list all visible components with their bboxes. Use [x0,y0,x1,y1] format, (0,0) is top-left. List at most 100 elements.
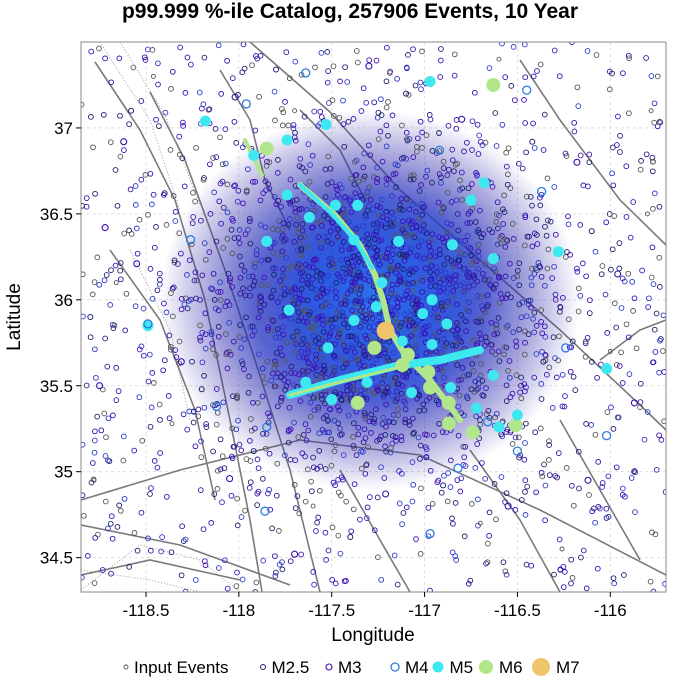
event-dot [485,407,492,414]
event-dot [254,502,261,508]
event-dot [389,392,395,399]
event-dot [449,146,456,153]
event-dot [325,273,331,279]
event-dot [399,227,406,233]
event-dot [409,201,416,208]
event-dot [234,569,240,576]
event-dot [105,525,111,532]
event-dot [476,330,483,337]
point-m2-5 [198,386,205,393]
event-dot [145,378,152,385]
event-dot [440,285,447,292]
event-dot [231,183,237,189]
event-dot [341,209,348,216]
event-dot [432,253,439,260]
point-m5 [552,246,564,258]
event-dot [169,68,176,75]
event-dot [583,585,590,592]
event-dot [153,224,159,230]
event-dot [393,269,400,276]
event-dot [337,550,344,557]
event-dot [310,464,317,471]
basemap-line [119,42,201,206]
event-dot [546,472,553,478]
point-m5 [142,320,154,332]
event-dot [324,238,331,245]
event-dot [233,140,240,146]
event-dot [417,118,424,125]
event-dot [509,220,516,227]
point-m3 [504,502,512,510]
event-dot [504,426,511,433]
event-dot [586,159,593,166]
event-dot [198,438,204,445]
event-dot [433,348,439,355]
event-dot [384,272,391,278]
event-dot [383,401,389,408]
event-dot [292,58,299,65]
legend-marker [260,664,266,670]
event-dot [542,352,549,358]
event-dot [413,209,419,215]
event-dot [522,74,529,81]
event-dot [386,70,393,76]
event-dot [156,401,163,408]
event-dot [529,243,536,250]
event-dot [633,345,640,352]
event-dot [542,482,549,489]
event-dot [316,340,323,347]
event-dot [302,367,309,373]
event-dot [299,450,306,457]
event-dot [343,256,350,263]
event-dot [522,339,528,346]
event-dot [403,291,409,298]
event-dot [286,404,293,411]
event-dot [616,240,623,246]
event-dot [255,465,262,472]
event-dot [519,165,526,172]
event-dot [261,301,268,308]
event-dot [473,258,480,264]
event-dot [622,493,628,500]
event-dot [154,287,161,294]
event-dot [479,142,486,148]
event-dot [471,389,478,395]
event-dot [514,267,521,274]
point-input-events [169,421,175,427]
event-dot [641,436,648,443]
event-dot [463,393,470,400]
event-dot [649,244,656,251]
event-dot [329,97,336,104]
event-dot [423,453,430,460]
event-dot [211,491,218,497]
event-dot [99,567,106,573]
point-m5 [261,235,273,247]
event-dot [355,178,362,185]
event-dot [305,360,312,367]
event-dot [521,97,527,103]
event-dot [415,317,422,324]
event-dot [546,457,552,463]
event-dot [587,297,593,304]
event-dot [419,212,426,218]
event-dot [550,334,557,341]
event-dot [495,225,501,232]
event-dot [236,441,243,448]
event-dot [424,167,431,174]
event-dot [389,312,396,318]
event-dot [419,275,426,281]
event-dot [643,55,649,61]
event-dot [478,234,485,241]
event-dot [343,349,350,356]
event-dot [531,230,538,237]
event-dot [310,365,316,372]
event-dot [117,267,124,274]
event-dot [539,348,545,355]
event-dot [529,202,535,209]
point-m3 [458,115,466,123]
event-dot [599,484,606,490]
event-dot [176,338,183,345]
event-dot [291,419,297,426]
event-dot [390,349,397,356]
event-dot [567,368,574,375]
